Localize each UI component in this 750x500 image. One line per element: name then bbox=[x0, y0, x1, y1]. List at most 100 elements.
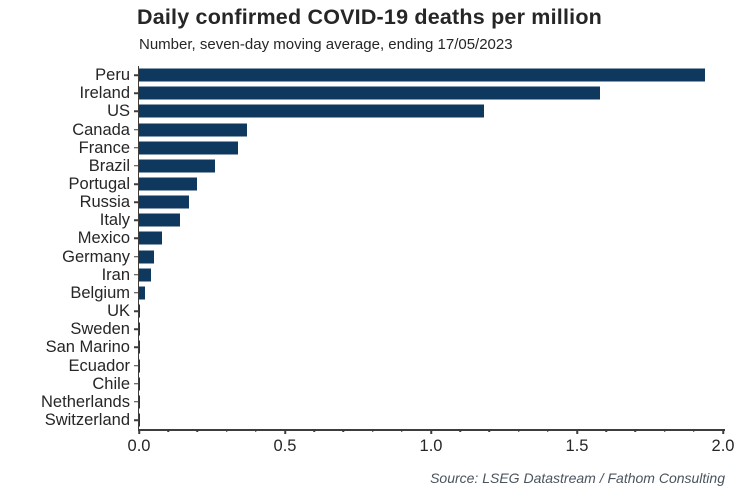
bar-chile bbox=[139, 377, 140, 391]
bar-row: Belgium bbox=[70, 284, 723, 302]
x-minor-tick bbox=[547, 429, 549, 432]
x-major-tick bbox=[430, 429, 432, 434]
x-minor-tick bbox=[313, 429, 315, 432]
bar-row: France bbox=[79, 139, 723, 157]
chart-title: Daily confirmed COVID-19 deaths per mill… bbox=[137, 5, 602, 29]
y-tick bbox=[134, 401, 139, 403]
bar-row: Chile bbox=[92, 375, 723, 393]
x-minor-tick bbox=[196, 429, 199, 432]
y-tick bbox=[134, 310, 139, 312]
category-label: Portugal bbox=[68, 174, 130, 193]
category-label: Belgium bbox=[70, 283, 130, 302]
category-label: US bbox=[107, 102, 130, 121]
bar-row: San Marino bbox=[46, 338, 723, 356]
bar-brazil bbox=[139, 159, 215, 173]
bar-row: Russia bbox=[80, 193, 723, 211]
chart-subtitle: Number, seven-day moving average, ending… bbox=[139, 36, 513, 53]
y-tick bbox=[134, 419, 139, 421]
source-note: Source: LSEG Datastream / Fathom Consult… bbox=[430, 470, 725, 486]
y-tick bbox=[134, 346, 139, 349]
x-tick-label: 1.0 bbox=[419, 437, 443, 455]
y-tick bbox=[134, 146, 139, 149]
x-tick-label: 0.5 bbox=[273, 437, 297, 455]
y-tick bbox=[134, 201, 139, 203]
category-label: France bbox=[78, 138, 130, 157]
bar-belgium bbox=[139, 286, 145, 300]
bar-rows: Peru Ireland US Canada France Brazil Portugal R… bbox=[41, 66, 723, 429]
category-label: Brazil bbox=[88, 156, 130, 175]
x-minor-tick bbox=[693, 429, 695, 432]
bar-row: Iran bbox=[102, 266, 723, 284]
x-minor-tick bbox=[663, 429, 666, 432]
y-tick bbox=[134, 255, 139, 258]
bar-russia bbox=[139, 195, 189, 209]
bar-canada bbox=[139, 123, 248, 137]
y-tick bbox=[134, 382, 139, 385]
category-label: Iran bbox=[101, 265, 130, 284]
bar-mexico bbox=[139, 231, 163, 245]
bar-row: Ecuador bbox=[69, 357, 723, 375]
bar-san-marino bbox=[139, 340, 140, 354]
x-major-tick bbox=[722, 429, 724, 434]
category-label: Germany bbox=[62, 247, 130, 266]
y-tick bbox=[134, 183, 139, 185]
bar-iran bbox=[139, 268, 151, 282]
y-tick bbox=[134, 92, 139, 94]
x-minor-tick bbox=[488, 429, 491, 432]
x-minor-tick bbox=[401, 429, 403, 432]
category-label: Russia bbox=[79, 192, 130, 211]
category-label: Netherlands bbox=[41, 392, 130, 411]
y-tick bbox=[134, 237, 139, 240]
y-tick bbox=[134, 74, 139, 76]
category-label: Mexico bbox=[77, 229, 130, 248]
bar-row: Peru bbox=[95, 66, 723, 84]
x-minor-tick bbox=[371, 429, 374, 432]
x-minor-tick bbox=[342, 429, 345, 432]
x-minor-tick bbox=[605, 429, 607, 432]
bar-portugal bbox=[139, 177, 198, 191]
x-axis-ticks bbox=[138, 429, 724, 437]
bar-row: US bbox=[107, 102, 723, 120]
bar-ecuador bbox=[139, 359, 140, 373]
y-tick bbox=[134, 110, 139, 113]
y-tick bbox=[134, 219, 139, 222]
category-label: Peru bbox=[95, 65, 130, 84]
y-tick bbox=[134, 165, 139, 167]
bar-row: UK bbox=[107, 302, 723, 320]
y-tick bbox=[134, 274, 139, 276]
y-axis-line bbox=[137, 66, 139, 431]
y-tick bbox=[134, 328, 139, 331]
bar-row: Sweden bbox=[70, 320, 723, 338]
bar-row: Portugal bbox=[69, 175, 723, 193]
x-minor-tick bbox=[167, 429, 169, 432]
category-label: Ireland bbox=[79, 83, 130, 102]
bar-row: Canada bbox=[72, 120, 723, 138]
x-tick-label: 1.5 bbox=[565, 437, 589, 455]
bar-sweden bbox=[139, 322, 140, 336]
bar-row: Brazil bbox=[89, 157, 723, 175]
category-label: UK bbox=[107, 301, 130, 320]
x-major-tick bbox=[138, 429, 140, 434]
x-tick-label: 2.0 bbox=[711, 437, 735, 455]
x-tick-label: 0.0 bbox=[127, 437, 151, 455]
y-tick bbox=[134, 128, 139, 131]
bar-row: Netherlands bbox=[41, 393, 723, 411]
bar-row: Mexico bbox=[78, 229, 723, 247]
x-major-tick bbox=[284, 429, 286, 434]
bar-row: Germany bbox=[62, 248, 723, 266]
x-major-tick bbox=[576, 429, 578, 434]
category-label: Switzerland bbox=[44, 410, 130, 429]
x-minor-tick bbox=[517, 429, 520, 432]
bar-row: Switzerland bbox=[45, 411, 723, 429]
bar-germany bbox=[139, 250, 154, 264]
category-label: Ecuador bbox=[68, 356, 130, 375]
category-label: Canada bbox=[72, 120, 130, 139]
x-minor-tick bbox=[459, 429, 461, 432]
bar-uk bbox=[139, 304, 141, 318]
bar-france bbox=[139, 141, 239, 155]
bar-row: Italy bbox=[100, 211, 723, 229]
x-minor-tick bbox=[634, 429, 637, 432]
bar-row: Ireland bbox=[80, 84, 723, 102]
x-minor-tick bbox=[225, 429, 228, 432]
